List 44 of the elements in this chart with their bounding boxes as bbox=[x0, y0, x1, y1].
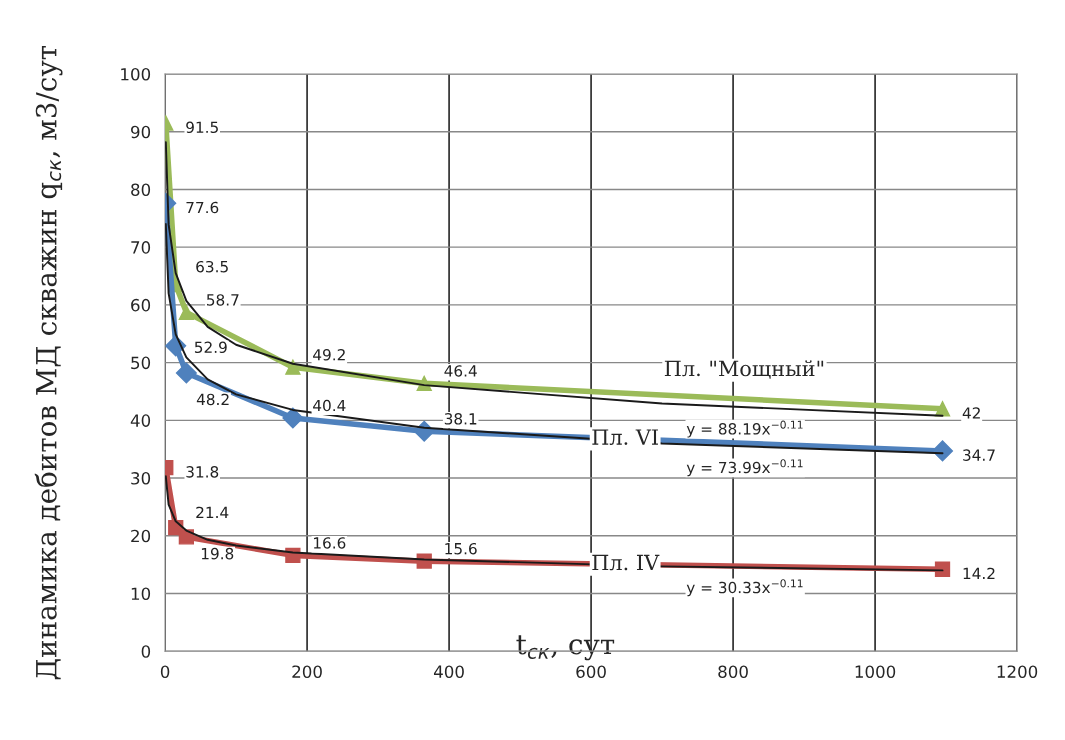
y-tick-label: 50 bbox=[131, 356, 151, 370]
data-label: 14.2 bbox=[963, 567, 995, 580]
y-tick-label: 100 bbox=[121, 67, 151, 81]
data-label: 77.6 bbox=[186, 201, 219, 214]
data-label: 15.6 bbox=[445, 542, 477, 555]
data-label: 19.8 bbox=[201, 547, 234, 560]
x-tick-label: 600 bbox=[576, 665, 606, 678]
x-tick-label: 1000 bbox=[855, 665, 896, 678]
y-tick-label: 40 bbox=[130, 414, 151, 427]
x-axis-title: t$_{ск}$, сут bbox=[516, 635, 615, 661]
data-label: 63.5 bbox=[196, 260, 228, 273]
data-label: 16.6 bbox=[314, 537, 346, 549]
annotation: y = 30.33x$^{−0.11}$ bbox=[686, 579, 803, 597]
y-tick-label: 80 bbox=[131, 183, 151, 197]
y-axis-title: Динамика дебитов МД скважин q$_{ск}$, м3/сут bbox=[34, 46, 63, 680]
data-label: 91.5 bbox=[186, 121, 218, 134]
data-label: 52.9 bbox=[194, 341, 227, 354]
data-label: 34.7 bbox=[963, 449, 995, 461]
y-tick-label: 60 bbox=[131, 298, 151, 312]
annotation: y = 73.99x$^{−0.11}$ bbox=[686, 459, 803, 477]
x-tick-label: 200 bbox=[292, 665, 322, 678]
series-label: Пл. VI bbox=[592, 429, 658, 445]
y-tick-label: 90 bbox=[131, 125, 151, 139]
y-tick-label: 10 bbox=[131, 587, 151, 601]
y-tick-label: 0 bbox=[141, 645, 151, 658]
series-label: Пл. IV bbox=[592, 554, 660, 571]
y-tick-label: 30 bbox=[131, 472, 151, 485]
y-tick-label: 20 bbox=[131, 529, 151, 543]
data-label: 21.4 bbox=[196, 506, 229, 519]
series-label: Пл. "Мощный" bbox=[664, 360, 824, 379]
data-label: 49.2 bbox=[313, 348, 345, 361]
data-label: 31.8 bbox=[186, 466, 219, 478]
x-tick-label: 1200 bbox=[997, 665, 1038, 678]
data-label: 58.7 bbox=[207, 294, 239, 306]
data-label: 40.4 bbox=[313, 399, 346, 412]
x-tick-label: 400 bbox=[433, 665, 464, 678]
data-label: 46.4 bbox=[444, 365, 477, 377]
x-tick-label: 0 bbox=[160, 665, 170, 678]
y-tick-label: 70 bbox=[131, 241, 151, 254]
data-label: 48.2 bbox=[196, 393, 229, 406]
annotation: y = 88.19x$^{−0.11}$ bbox=[686, 420, 803, 438]
data-label: 38.1 bbox=[444, 413, 477, 425]
x-tick-label: 800 bbox=[718, 665, 748, 678]
data-label: 42 bbox=[962, 407, 980, 419]
